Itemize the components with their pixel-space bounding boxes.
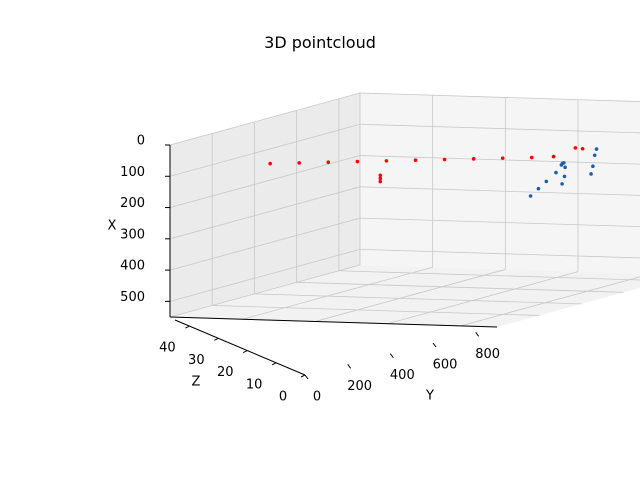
x-tick-label: 500 [120, 290, 145, 305]
data-point [562, 161, 566, 165]
grid-line-x [169, 217, 361, 271]
x-tick-label: 200 [120, 196, 145, 211]
grid-line-x [169, 155, 361, 208]
data-point [551, 154, 556, 159]
grid-line-x [359, 155, 640, 165]
grid-line-x [169, 123, 361, 177]
data-point [268, 161, 272, 166]
data-point [554, 170, 558, 175]
back-wall-pane [360, 93, 640, 274]
y-tick-mark [432, 342, 437, 348]
grid-line-z [338, 270, 640, 281]
chart-title: 3D pointcloud [264, 33, 376, 52]
grid-line-x [359, 123, 640, 134]
grid-line-y [387, 271, 579, 325]
z-tick-mark [300, 374, 306, 378]
data-point [563, 165, 567, 170]
x-tick-label: 300 [120, 227, 145, 242]
grid-line-y [460, 276, 640, 327]
data-point [378, 179, 383, 184]
data-point [562, 174, 567, 179]
y-tick-mark [389, 353, 394, 358]
z-tick-mark [185, 325, 190, 329]
data-point [592, 153, 597, 158]
x-tick-label: 0 [137, 134, 145, 149]
grid-line-x [359, 92, 640, 102]
y-tick-mark [347, 364, 352, 369]
data-point [573, 146, 578, 150]
z-tick-label: 0 [279, 390, 287, 405]
data-point [591, 164, 595, 168]
data-point [378, 173, 383, 178]
data-point [529, 155, 534, 160]
z-tick-mark [214, 337, 219, 341]
z-axis-line [174, 319, 306, 376]
z-tick-mark [271, 362, 277, 366]
data-point [413, 158, 418, 163]
y-tick-mark [475, 332, 480, 337]
z-tick-label: 30 [188, 353, 205, 368]
data-point [442, 157, 447, 162]
z-tick-label: 20 [217, 365, 234, 380]
grid-line-x [169, 186, 361, 240]
grid-line-z [254, 293, 582, 305]
data-point [326, 160, 331, 165]
data-point [594, 147, 599, 151]
z-tick-mark [242, 350, 248, 354]
x-tick-label: 400 [120, 259, 145, 274]
y-tick-label: 200 [347, 379, 372, 394]
y-tick-label: 800 [475, 347, 500, 362]
y-axis-line [169, 316, 498, 328]
z-tick-label: 10 [246, 377, 263, 392]
y-tick-label: 400 [390, 368, 415, 383]
y-tick-mark [304, 374, 309, 380]
grid-line-y [315, 269, 506, 322]
grid-line-x [359, 248, 640, 259]
left-wall-pane [170, 93, 360, 317]
floor-pane [170, 265, 640, 327]
grid-line-x [169, 248, 361, 302]
x-tick-label: 100 [120, 165, 145, 180]
y-tick-label: 600 [433, 358, 458, 373]
data-point [528, 194, 533, 198]
y-axis-label: Y [425, 389, 434, 404]
grid-line-x [359, 186, 640, 196]
data-point [589, 172, 593, 176]
data-point [378, 176, 383, 181]
data-point [560, 182, 564, 186]
z-axis-label: Z [192, 375, 201, 390]
data-point [500, 156, 505, 160]
data-point [355, 159, 360, 164]
x-axis-label: X [108, 219, 117, 234]
grid-line-y [242, 266, 433, 320]
grid-line-x [359, 217, 640, 228]
grid-line-z [296, 281, 624, 293]
grid-line-x [169, 92, 361, 146]
data-point [580, 146, 585, 151]
z-tick-label: 40 [159, 341, 176, 356]
data-point [544, 179, 549, 184]
data-point [471, 157, 476, 161]
data-point [536, 186, 541, 191]
grid-line-y [169, 264, 361, 318]
data-point [384, 159, 389, 163]
y-tick-label: 0 [313, 390, 321, 405]
data-point [297, 161, 302, 165]
grid-line-z [212, 305, 540, 316]
